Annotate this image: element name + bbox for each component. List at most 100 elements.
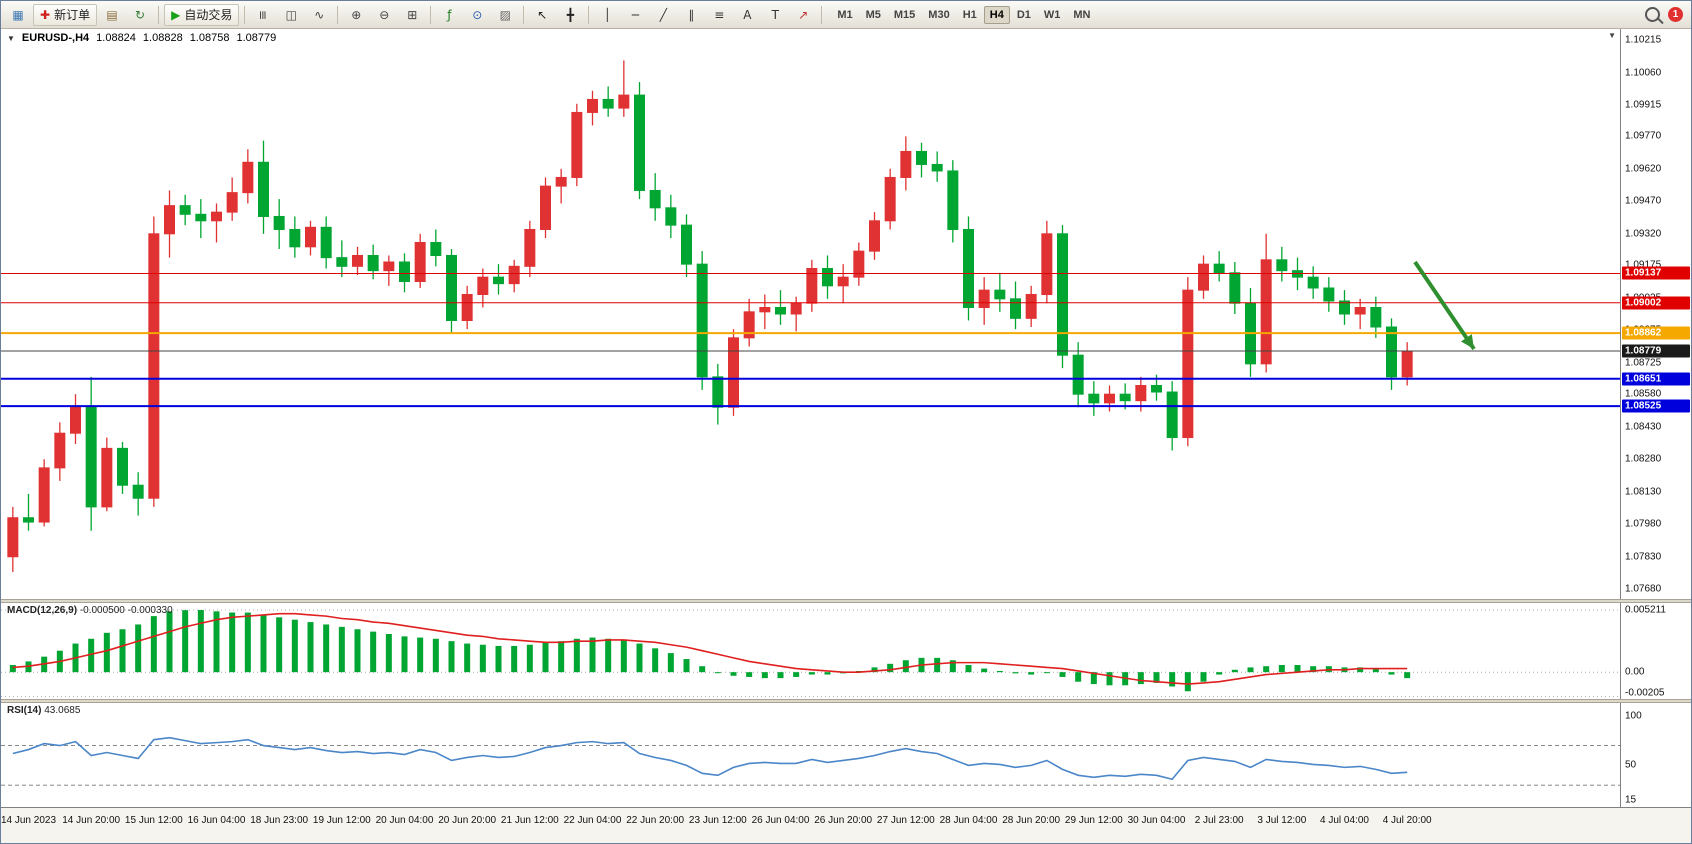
autotrading-button: ▶ bbox=[171, 7, 181, 22]
toolbar-separator bbox=[430, 5, 432, 24]
timeframe-h4[interactable]: H4 bbox=[983, 5, 1010, 24]
time-axis-label: 28 Jun 04:00 bbox=[939, 815, 998, 826]
tile-windows-icon: ⊞ bbox=[407, 7, 418, 22]
time-axis-label: 3 Jul 12:00 bbox=[1257, 815, 1307, 826]
refresh-icon[interactable]: ↻ bbox=[127, 4, 153, 26]
indicators-icon[interactable]: ƒ bbox=[436, 4, 462, 26]
horizontal-line-icon: ─ bbox=[631, 7, 639, 22]
timeframe-w1[interactable]: W1 bbox=[1043, 8, 1061, 21]
symbol-label: EURUSD-,H4 bbox=[21, 32, 90, 44]
zoom-out-icon: ⊖ bbox=[379, 7, 390, 22]
new-order-button-label: 新订单 bbox=[54, 8, 91, 22]
price-axis-label: 1.07980 bbox=[1625, 518, 1662, 530]
pane-splitter[interactable] bbox=[1, 599, 1691, 603]
macd-histogram bbox=[9, 610, 1411, 692]
fibonacci-icon[interactable]: ≡ bbox=[706, 4, 732, 26]
text-icon[interactable]: A bbox=[734, 4, 760, 26]
time-axis-label: 26 Jun 20:00 bbox=[814, 815, 873, 826]
cursor-icon: ↖ bbox=[537, 7, 548, 22]
symbol-dropdown-icon[interactable]: ▼ bbox=[7, 33, 15, 43]
macd-signal-line bbox=[12, 612, 1408, 685]
candlestick-canvas bbox=[1, 60, 1620, 572]
periods-icon[interactable]: ⊙ bbox=[464, 4, 490, 26]
pivot-line-tag: 1.08862 bbox=[1622, 326, 1690, 340]
new-chart-icon[interactable]: ▦ bbox=[5, 4, 31, 26]
macd-axis[interactable]: 0.005211 0.00 -0.00205 bbox=[1621, 603, 1691, 699]
timeframe-m15[interactable]: M15 bbox=[893, 8, 916, 21]
price-axis-label: 1.10060 bbox=[1625, 67, 1662, 79]
time-axis-label: 4 Jul 04:00 bbox=[1320, 815, 1369, 826]
rsi-value: 43.0685 bbox=[44, 705, 81, 716]
price-axis-label: 1.08130 bbox=[1625, 486, 1662, 498]
time-axis-label: 28 Jun 20:00 bbox=[1002, 815, 1061, 826]
timeframe-d1[interactable]: D1 bbox=[1016, 8, 1031, 21]
arrows-icon[interactable]: ↗ bbox=[790, 4, 816, 26]
equidistant-channel-icon[interactable]: ∥ bbox=[678, 4, 704, 26]
notification-badge[interactable]: 1 bbox=[1668, 7, 1683, 22]
timeframe-h1[interactable]: H1 bbox=[962, 8, 977, 21]
line-chart-icon[interactable]: ∿ bbox=[306, 4, 332, 26]
price-axis-label: 1.08580 bbox=[1625, 388, 1662, 400]
templates-icon: ▨ bbox=[499, 7, 511, 22]
tile-windows-icon[interactable]: ⊞ bbox=[399, 4, 425, 26]
price-axis-label: 1.09620 bbox=[1625, 163, 1662, 175]
cursor-icon[interactable]: ↖ bbox=[529, 4, 555, 26]
vertical-line-icon[interactable]: │ bbox=[594, 4, 620, 26]
search-icon[interactable] bbox=[1645, 7, 1660, 22]
templates-icon[interactable]: ▨ bbox=[492, 4, 518, 26]
time-axis-label: 30 Jun 04:00 bbox=[1127, 815, 1186, 826]
chart-window-icon: ▤ bbox=[106, 7, 118, 22]
zoom-out-icon[interactable]: ⊖ bbox=[371, 4, 397, 26]
price-chart[interactable]: ▼ EURUSD-,H4 1.08824 1.08828 1.08758 1.0… bbox=[1, 29, 1621, 599]
price-axis-label: 1.08280 bbox=[1625, 453, 1662, 465]
support-line-2-tag: 1.08525 bbox=[1622, 399, 1690, 413]
macd-label: MACD(12,26,9) -0.000500 -0.000330 bbox=[7, 605, 173, 616]
pane-splitter[interactable] bbox=[1, 699, 1691, 703]
timeframe-m1[interactable]: M1 bbox=[837, 8, 853, 21]
rsi-axis[interactable]: 100 50 15 bbox=[1621, 703, 1691, 807]
timeframe-m5[interactable]: M5 bbox=[865, 8, 881, 21]
open-value: 1.08824 bbox=[96, 32, 136, 44]
refresh-icon: ↻ bbox=[135, 7, 146, 22]
rsi-axis-label: 50 bbox=[1625, 759, 1637, 771]
trendline-icon[interactable]: ╱ bbox=[650, 4, 676, 26]
chart-shift-marker[interactable]: ▼ bbox=[1608, 31, 1616, 40]
zoom-in-icon[interactable]: ⊕ bbox=[343, 4, 369, 26]
high-value: 1.08828 bbox=[142, 32, 183, 44]
price-axis[interactable]: 1.10215 1.10060 1.09915 1.09770 1.09620 1.094… bbox=[1621, 29, 1691, 599]
autotrading-button[interactable]: ▶ 自动交易 bbox=[164, 3, 240, 26]
toolbar-separator bbox=[244, 5, 246, 24]
macd-signal-value: -0.000330 bbox=[127, 605, 173, 616]
periods-icon: ⊙ bbox=[472, 7, 483, 22]
crosshair-icon[interactable]: ╋ bbox=[557, 4, 583, 26]
text-label-icon[interactable]: T bbox=[762, 4, 788, 26]
chart-area: ▼ EURUSD-,H4 1.08824 1.08828 1.08758 1.0… bbox=[1, 29, 1691, 843]
candlestick-chart-icon[interactable]: ◫ bbox=[278, 4, 304, 26]
rsi-pane[interactable]: RSI(14) 43.0685 bbox=[1, 703, 1621, 807]
bar-chart-icon[interactable]: ≡ bbox=[250, 4, 276, 26]
vertical-line-icon: │ bbox=[603, 7, 611, 22]
price-axis-label: 1.09175 bbox=[1625, 259, 1662, 271]
resistance-line-2-tag: 1.09002 bbox=[1622, 296, 1690, 310]
timeframe-mn[interactable]: MN bbox=[1073, 8, 1091, 21]
macd-axis-label: -0.00205 bbox=[1625, 687, 1665, 699]
new-order-button[interactable]: ✚ 新订单 bbox=[33, 3, 98, 26]
time-axis[interactable]: 14 Jun 2023 14 Jun 20:00 15 Jun 12:00 16 Ju… bbox=[1, 807, 1691, 843]
price-axis-label: 1.09770 bbox=[1625, 130, 1662, 142]
horizontal-line-icon[interactable]: ─ bbox=[622, 4, 648, 26]
trend-arrow[interactable] bbox=[1413, 260, 1476, 351]
chart-header: ▼ EURUSD-,H4 1.08824 1.08828 1.08758 1.0… bbox=[7, 32, 276, 44]
macd-pane[interactable]: MACD(12,26,9) -0.000500 -0.000330 bbox=[1, 603, 1621, 699]
time-axis-label: 4 Jul 20:00 bbox=[1382, 815, 1432, 826]
chart-window-icon[interactable]: ▤ bbox=[99, 4, 125, 26]
time-axis-label: 14 Jun 2023 bbox=[0, 815, 57, 826]
time-axis-label: 26 Jun 04:00 bbox=[751, 815, 810, 826]
toolbar-separator bbox=[158, 5, 160, 24]
rsi-canvas bbox=[1, 736, 1620, 786]
time-axis-label: 27 Jun 12:00 bbox=[876, 815, 935, 826]
timeframe-m30[interactable]: M30 bbox=[928, 8, 950, 21]
toolbar-separator bbox=[523, 5, 525, 24]
price-axis-label: 1.09470 bbox=[1625, 195, 1662, 207]
time-axis-label: 20 Jun 04:00 bbox=[375, 815, 434, 826]
